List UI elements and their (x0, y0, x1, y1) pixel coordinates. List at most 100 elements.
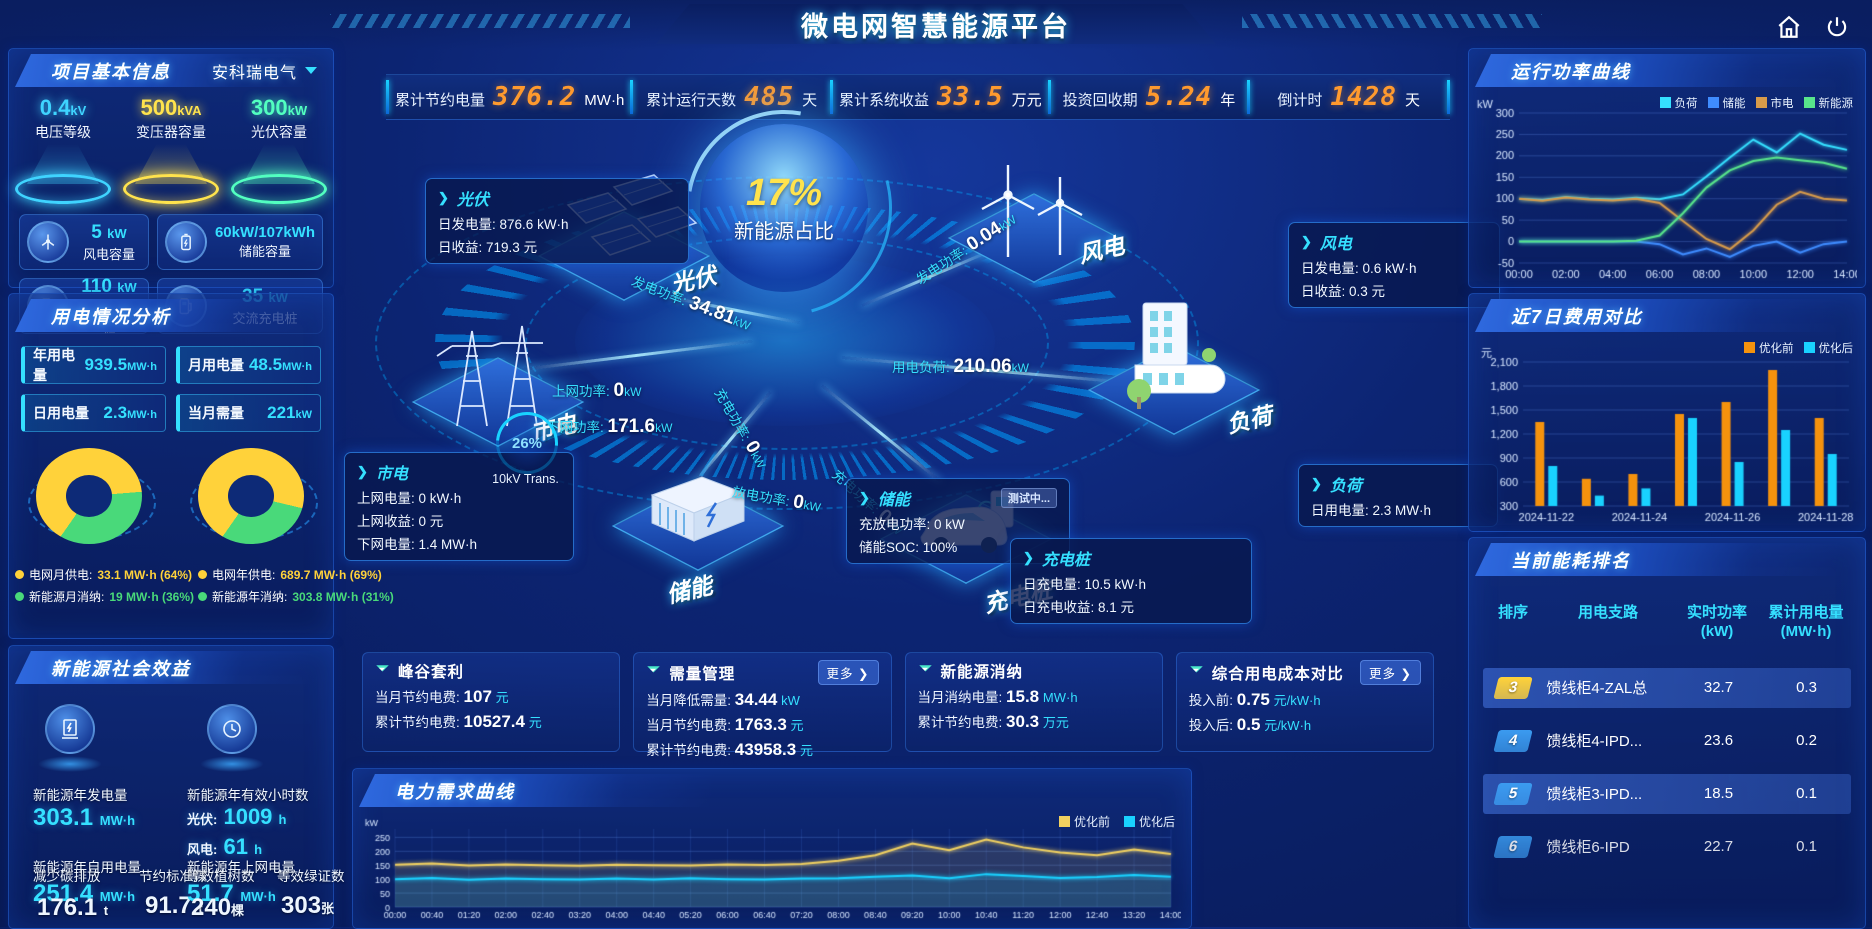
cost-compare-chart[interactable] (1473, 346, 1857, 526)
table-row[interactable]: 6 馈线柜6-IPD 22.7 0.1 (1483, 827, 1851, 867)
info-card-title: 市电 (375, 466, 408, 483)
usage-stat-label: 当月需量 (188, 405, 244, 421)
benefit-row-unit: 万元 (1042, 715, 1069, 730)
legend-swatch (1707, 97, 1719, 108)
panel-corner-icon (1473, 537, 1497, 561)
node-wind[interactable]: 风电 (947, 120, 1127, 305)
table-row[interactable]: 5 馈线柜3-IPD... 18.5 0.1 (1483, 773, 1851, 814)
benefit-row-value: 107 (463, 687, 492, 706)
legend-item[interactable]: 储能 (1707, 95, 1746, 111)
benefit-row-unit: 元/kW·h (1273, 693, 1321, 708)
flow-unit: kW (624, 385, 642, 399)
table-row[interactable]: 3 馈线柜4-ZAL总 32.7 0.3 (1483, 667, 1851, 708)
info-card-title: 风电 (1319, 236, 1352, 253)
legend-dot (198, 592, 208, 601)
more-button[interactable]: 更多 ❯ (1360, 660, 1421, 685)
panel-project-header: 项目基本信息 安科瑞电气 (15, 54, 327, 87)
power-curve-chart[interactable] (1473, 97, 1857, 283)
flow-value: 210.06 (953, 356, 1012, 377)
node-grid[interactable]: 市电 (411, 284, 585, 469)
wind-turbine-icon (27, 221, 69, 263)
capacity-label: 风电容量 (82, 246, 135, 262)
donut-year (190, 448, 318, 552)
arrow-icon: ❯ (1023, 550, 1034, 565)
benefit-row-value: 10527.4 (463, 712, 525, 731)
legend-item[interactable]: 新能源 (1803, 95, 1853, 111)
load-info-card: ❯ 负荷 日用电量: 2.3 MW·h (1298, 464, 1498, 527)
info-row-label: 日收益: (438, 240, 483, 255)
power-icon[interactable] (1824, 14, 1850, 40)
benefit-row-unit: kW (781, 693, 800, 708)
info-row-value: 1.4 MW·h (418, 537, 478, 552)
usage-stat-box: 年用电量 939.5MW·h (21, 346, 166, 384)
more-button[interactable]: 更多 ❯ (817, 660, 879, 685)
generation-pedestal (35, 704, 105, 772)
kpi-value: 33.5 (937, 82, 1004, 112)
legend-value: 19 MW·h (36%) (109, 589, 195, 604)
battery-storage-icon (612, 455, 782, 555)
home-icon[interactable] (1776, 14, 1802, 40)
benefit-row-value: 30.3 (1006, 712, 1040, 731)
info-row-label: 上网收益: (357, 514, 415, 529)
arrow-icon: ❯ (1301, 234, 1312, 249)
flow-key: 上网功率: (552, 384, 610, 399)
panel-project-title: 项目基本信息 (51, 61, 171, 82)
capacity-card: 60kW/107kWh 储能容量 (156, 214, 323, 270)
realtime-power: 32.7 (1703, 679, 1734, 696)
co2-value: 176.1 t (37, 894, 109, 921)
card-corner-icon (647, 666, 660, 673)
ranking-table-header: 排序 用电支路 实时功率 (kW) 累计用电量 (MW·h) (1483, 604, 1851, 642)
legend-label: 优化前 (1759, 343, 1794, 355)
info-row-label: 储能SOC: (859, 540, 920, 555)
benefit-row-value: 1763.3 (734, 715, 787, 734)
benefit-card: 综合用电成本对比 更多 ❯ 投入前: 0.75 元/kW·h 投入后: 0.5 元/k… (1175, 652, 1434, 752)
kpi-stat: 累计节约电量 376.2 MW·h (389, 82, 630, 112)
grid-info-card: ❯ 市电 上网电量: 0 kW·h 上网收益: 0 元下网电量: 1.4 MW·h (344, 452, 574, 561)
info-row-label: 日充电量: (1023, 577, 1081, 592)
demand-curve-chart[interactable] (361, 815, 1181, 923)
capacity-spotlight: 500kVA 变压器容量 (117, 95, 225, 204)
legend-item[interactable]: 优化后 (1803, 340, 1853, 356)
legend-item[interactable]: 负荷 (1659, 95, 1698, 111)
branch-name: 馈线柜6-IPD (1546, 839, 1630, 856)
table-row[interactable]: 4 馈线柜4-IPD... 23.6 0.2 (1483, 721, 1851, 761)
spotlight-value: 500kVA (140, 95, 202, 120)
kpi-unit: 年 (1220, 92, 1236, 109)
hours-label: 新能源年有效小时数 (187, 788, 309, 803)
info-row-label: 日发电量: (438, 217, 496, 232)
renewable-share-label: 新能源占比 (734, 221, 834, 243)
company-dropdown[interactable]: 安科瑞电气 (212, 59, 317, 83)
legend-swatch (1803, 97, 1815, 108)
rank-badge: 6 (1492, 835, 1533, 858)
info-row-label: 日充电收益: (1023, 600, 1095, 615)
node-load[interactable]: 负荷 (1087, 272, 1275, 457)
info-row-label: 下网电量: (357, 537, 415, 552)
benefit-row-unit: 元 (528, 715, 542, 730)
node-storage[interactable]: 储能 (611, 408, 785, 608)
kpi-unit: 天 (1404, 92, 1420, 109)
panel-social-header: 新能源社会效益 (15, 651, 327, 684)
gauge-value: 26% (511, 434, 543, 452)
building-icon (1088, 289, 1258, 419)
benefit-card-title: 综合用电成本对比 (1211, 665, 1344, 683)
kpi-value: 376.2 (493, 82, 577, 112)
stat-divider (1047, 80, 1051, 114)
capacity-value: 5 kW (91, 221, 127, 243)
flow-label-grid-up: 上网功率: 0kW (552, 380, 641, 402)
cert-label: 等效绿证数 (277, 869, 345, 884)
kpi-label: 倒计时 (1277, 92, 1323, 109)
benefit-row-label: 累计节约电费: (917, 715, 1003, 730)
kpi-label: 累计系统收益 (838, 92, 929, 109)
info-card-title: 负荷 (1329, 478, 1362, 495)
node-storage-label: 储能 (664, 572, 715, 608)
legend-item[interactable]: 市电 (1755, 95, 1794, 111)
spotlight-value: 300kW (250, 95, 308, 120)
spotlight-value: 0.4kV (39, 95, 87, 120)
power-chart-legend: 负荷 储能 市电 新能源 (1659, 95, 1853, 111)
panel-energy-ranking: 当前能耗排名 排序 用电支路 实时功率 (kW) 累计用电量 (MW·h) 3 馈线柜4-Z… (1468, 537, 1866, 929)
kpi-label: 累计节约电量 (395, 92, 486, 109)
legend-item[interactable]: 优化前 (1744, 340, 1794, 356)
benefit-row-label: 当月消纳电量: (917, 690, 1003, 705)
tree-value: 240棵 (191, 894, 245, 921)
